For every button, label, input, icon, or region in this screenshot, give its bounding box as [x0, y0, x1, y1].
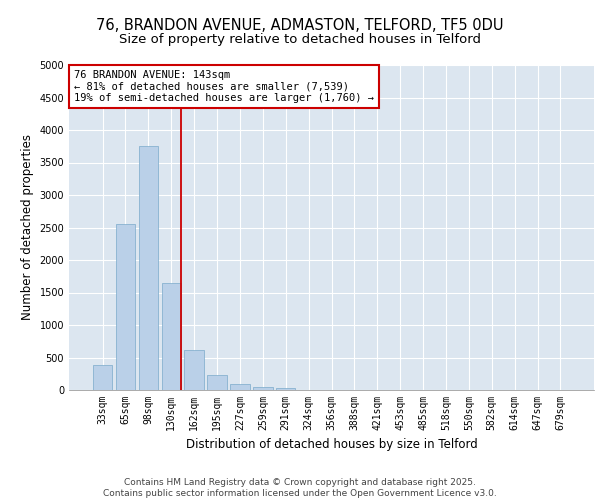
Bar [230, 384, 250, 390]
Bar [276, 388, 295, 390]
Text: 76, BRANDON AVENUE, ADMASTON, TELFORD, TF5 0DU: 76, BRANDON AVENUE, ADMASTON, TELFORD, T… [96, 18, 504, 32]
Y-axis label: Number of detached properties: Number of detached properties [21, 134, 34, 320]
Text: Size of property relative to detached houses in Telford: Size of property relative to detached ho… [119, 32, 481, 46]
Bar [208, 374, 227, 390]
Bar [253, 387, 272, 390]
Bar [93, 366, 112, 390]
Bar [116, 224, 135, 390]
Bar [184, 350, 204, 390]
Text: 76 BRANDON AVENUE: 143sqm
← 81% of detached houses are smaller (7,539)
19% of se: 76 BRANDON AVENUE: 143sqm ← 81% of detac… [74, 70, 374, 103]
Bar [161, 283, 181, 390]
Bar [139, 146, 158, 390]
X-axis label: Distribution of detached houses by size in Telford: Distribution of detached houses by size … [185, 438, 478, 452]
Text: Contains HM Land Registry data © Crown copyright and database right 2025.
Contai: Contains HM Land Registry data © Crown c… [103, 478, 497, 498]
